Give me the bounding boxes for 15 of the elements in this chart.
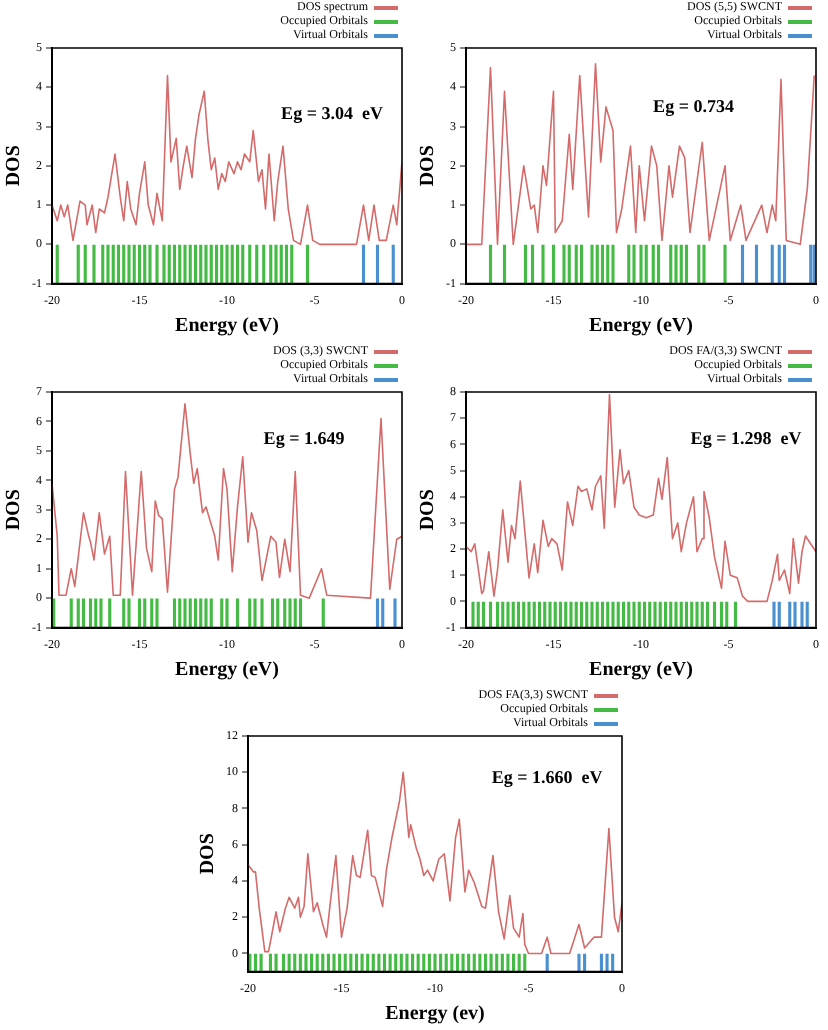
x-axis-title: Energy (eV) — [589, 659, 693, 682]
annotation: Eg = 1.298 eV — [690, 427, 803, 448]
y-axis-title: DOS — [417, 144, 440, 187]
y-axis-title: DOS — [417, 488, 440, 531]
y-axis-title: DOS — [3, 488, 26, 531]
annotation: Eg = 1.660 eV — [491, 767, 604, 788]
annotation: Eg = 0.734 — [653, 95, 735, 116]
x-axis-title: Energy (eV) — [589, 315, 693, 338]
x-axis-title: Energy (eV) — [175, 659, 279, 682]
y-axis-title: DOS — [3, 144, 26, 187]
annotation: Eg = 3.04 eV — [281, 102, 384, 123]
x-axis-title: Energy (eV) — [175, 315, 279, 338]
x-axis-title: Energy (ev) — [385, 1003, 485, 1026]
annotation: Eg = 1.649 — [263, 427, 346, 448]
y-axis-title: DOS — [197, 832, 220, 875]
